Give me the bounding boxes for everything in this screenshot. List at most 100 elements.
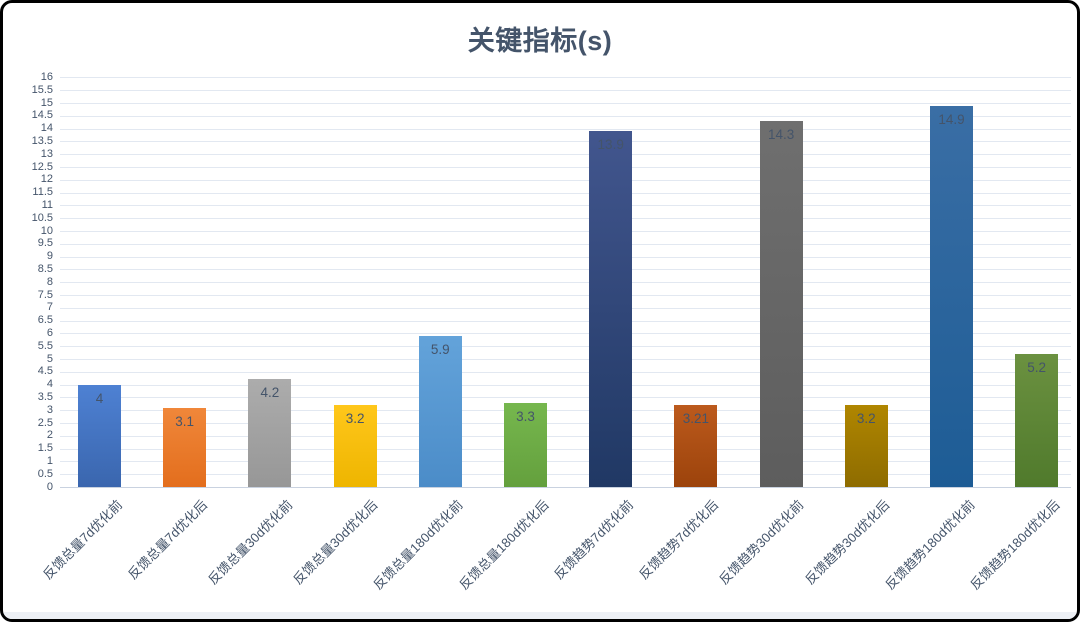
gridline	[60, 77, 1071, 79]
y-tick-label: 2	[46, 429, 53, 442]
x-category-label: 反馈趋势30d优化前	[716, 497, 807, 588]
gridline	[60, 141, 1071, 143]
bar: 13.9	[589, 131, 633, 487]
bar-value-label: 3.3	[516, 408, 535, 424]
gridline	[60, 435, 1071, 437]
y-tick-label: 13.5	[31, 134, 53, 147]
y-tick-label: 1.5	[37, 442, 53, 455]
y-tick-label: 9.5	[37, 237, 53, 250]
gridline	[60, 295, 1071, 296]
y-tick-label: 10	[40, 224, 53, 237]
y-tick-label: 3	[46, 403, 53, 416]
x-category-label: 反馈趋势180d优化前	[881, 497, 978, 593]
y-tick-label: 3.5	[37, 390, 53, 403]
bar-value-label: 5.2	[1027, 359, 1047, 375]
gridline	[60, 218, 1071, 220]
gridline	[60, 423, 1071, 424]
chart-title: 关键指标(s)	[467, 26, 613, 56]
x-category-label: 反馈总量180d优化后	[455, 497, 552, 593]
bar: 14.3	[759, 120, 803, 487]
gridline	[60, 243, 1071, 245]
gridline	[60, 384, 1071, 386]
x-axis-line	[60, 487, 1071, 488]
gridline	[60, 256, 1071, 258]
gridline	[60, 269, 1071, 271]
y-tick-label: 2.5	[37, 416, 53, 429]
y-tick-label: 13	[40, 147, 53, 160]
bar-value-label: 3.21	[682, 410, 710, 426]
gridline	[60, 474, 1071, 476]
bar-value-label: 13.9	[597, 137, 624, 153]
gridline	[60, 115, 1071, 117]
y-tick-label: 1	[46, 454, 53, 467]
y-tick-label: 14	[40, 122, 53, 135]
bar-value-label: 3.2	[345, 411, 365, 427]
x-category-label: 反馈总量7d优化前	[40, 497, 126, 583]
bar: 14.9	[930, 105, 973, 487]
bar: 5.2	[1015, 353, 1059, 487]
x-category-label: 反馈趋势180d优化后	[967, 497, 1063, 593]
bar-value-label: 3.1	[175, 413, 195, 429]
x-category-label: 反馈总量7d优化后	[125, 497, 211, 583]
bar: 3.3	[504, 402, 547, 487]
bar: 4.2	[248, 379, 292, 487]
gridline	[60, 397, 1071, 399]
y-tick-label: 8.5	[37, 262, 53, 275]
y-tick-label: 4.5	[37, 365, 53, 378]
y-tick-label: 8	[46, 275, 53, 288]
y-tick-label: 7	[46, 301, 53, 314]
bar: 3.2	[844, 405, 888, 487]
x-category-label: 反馈趋势30d优化后	[801, 497, 893, 588]
gridline	[60, 192, 1071, 194]
y-tick-label: 0	[46, 480, 53, 493]
x-category-label: 反馈趋势7d优化前	[551, 497, 637, 583]
y-tick-label: 11.5	[32, 186, 53, 199]
y-tick-label: 12	[40, 173, 53, 186]
y-tick-label: 16	[40, 70, 53, 83]
y-tick-label: 4	[46, 378, 53, 391]
gridline	[60, 167, 1071, 168]
y-tick-label: 14.5	[31, 109, 53, 122]
y-tick-label: 9	[46, 250, 53, 263]
y-tick-label: 15	[40, 96, 53, 109]
y-tick-label: 11	[41, 198, 53, 211]
gridline	[60, 179, 1071, 181]
gridline	[60, 128, 1071, 130]
x-category-label: 反馈趋势7d优化后	[636, 497, 722, 583]
y-tick-label: 7.5	[37, 288, 53, 301]
x-category-label: 反馈总量30d优化前	[205, 497, 296, 588]
gridline	[60, 205, 1071, 207]
bar: 3.2	[333, 405, 377, 487]
gridline	[60, 371, 1071, 373]
y-tick-label: 5.5	[37, 339, 53, 352]
gridline	[60, 154, 1071, 156]
bar-value-label: 14.3	[767, 126, 795, 142]
gridline	[60, 333, 1071, 335]
bar: 5.9	[418, 335, 462, 487]
y-tick-label: 6.5	[37, 314, 53, 327]
bar: 3.1	[163, 407, 207, 487]
gridline	[60, 231, 1071, 232]
y-tick-label: 6	[46, 326, 53, 339]
gridline	[60, 320, 1071, 322]
x-category-label: 反馈总量30d优化后	[290, 497, 381, 588]
bar-value-label: 4	[95, 390, 104, 406]
bottom-edge	[3, 612, 1077, 619]
bar-value-label: 14.9	[938, 111, 965, 127]
bar: 3.21	[674, 404, 718, 487]
x-category-label: 反馈总量180d优化前	[370, 497, 467, 593]
bar-value-label: 5.9	[430, 341, 450, 357]
bar: 4	[78, 384, 121, 487]
y-tick-label: 0.5	[37, 467, 53, 480]
gridline	[60, 410, 1071, 412]
y-tick-label: 5	[46, 352, 53, 365]
gridline	[60, 461, 1071, 463]
bar-value-label: 4.2	[260, 385, 280, 401]
gridline	[60, 448, 1071, 450]
y-tick-label: 10.5	[31, 211, 53, 224]
gridline	[60, 346, 1071, 348]
bar-value-label: 3.2	[856, 411, 876, 427]
y-tick-label: 15.5	[31, 83, 53, 96]
gridline	[60, 103, 1071, 104]
